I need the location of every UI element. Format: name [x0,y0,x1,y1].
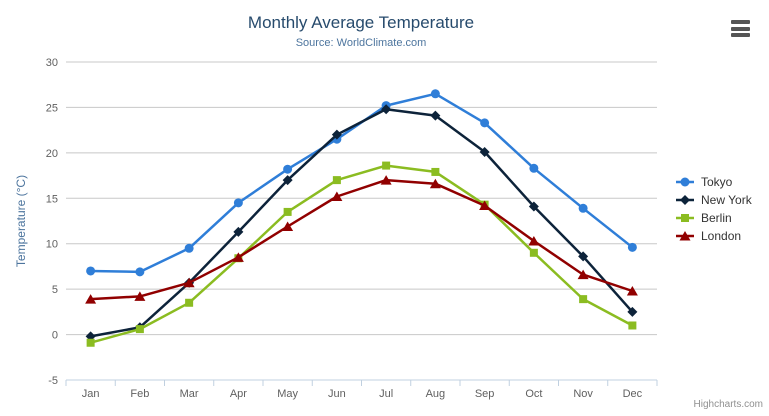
point-tokyo-dec[interactable] [627,242,637,252]
y-axis-tick-label: 5 [52,284,58,296]
series-line-london[interactable] [89,178,634,301]
legend-item-tokyo[interactable]: Tokyo [676,175,752,189]
legend-circle-icon [676,177,694,187]
point-tokyo-aug[interactable] [430,89,440,99]
series-line-tokyo[interactable] [89,92,634,274]
point-london-may[interactable] [282,221,294,231]
y-axis-tick-label: 15 [46,193,58,205]
series-line-berlin[interactable] [89,164,634,344]
point-london-apr[interactable] [232,252,244,262]
hamburger-bar [731,33,750,37]
y-axis-tick-label: 10 [46,239,58,251]
point-berlin-mar[interactable] [185,298,194,307]
legend-item-london[interactable]: London [676,229,752,243]
point-london-feb[interactable] [134,291,146,301]
point-berlin-jan[interactable] [86,338,95,347]
point-london-dec[interactable] [626,285,638,296]
legend-diamond-icon [676,195,694,205]
legend-label: New York [701,193,752,207]
point-berlin-may[interactable] [283,207,292,216]
hamburger-bar [731,26,750,31]
point-berlin-feb[interactable] [135,325,144,334]
legend: Tokyo New York Berlin London [676,175,752,243]
point-london-jun[interactable] [331,191,343,201]
x-axis-tick-label: Oct [525,388,542,400]
legend-triangle-icon [676,231,694,241]
point-new-york-oct[interactable] [528,201,539,212]
legend-label: Berlin [701,211,732,225]
point-berlin-jul[interactable] [382,161,391,170]
export-menu-button[interactable] [731,20,750,37]
legend-symbol-marker [680,177,690,187]
chart-title: Monthly Average Temperature [247,13,475,32]
point-berlin-nov[interactable] [579,295,588,304]
point-new-york-jul[interactable] [381,104,392,115]
legend-label: Tokyo [701,175,733,189]
point-london-jan[interactable] [85,294,97,304]
point-tokyo-sep[interactable] [480,118,490,128]
x-axis-tick-label: Feb [130,388,149,400]
point-london-oct[interactable] [528,235,540,246]
point-tokyo-jan[interactable] [86,266,96,276]
highcharts-credit-link[interactable]: Highcharts.com [693,399,763,410]
point-new-york-may[interactable] [282,175,293,186]
x-axis-tick-label: May [277,388,298,400]
y-axis-title: Temperature (°C) [14,175,28,267]
point-berlin-aug[interactable] [431,167,440,176]
point-new-york-dec[interactable] [627,306,638,317]
y-axis-tick-label: 0 [52,330,58,342]
legend-label: London [701,229,742,243]
point-london-nov[interactable] [577,269,589,280]
chart-subtitle: Source: WorldClimate.com [295,37,427,49]
series-line-new-york[interactable] [89,107,634,338]
x-axis-tick-label: Nov [573,388,593,400]
point-london-aug[interactable] [429,178,441,189]
point-tokyo-may[interactable] [283,164,293,174]
hamburger-icon [731,20,750,24]
point-london-jul[interactable] [380,175,392,185]
x-axis-tick-label: Mar [180,388,199,400]
point-new-york-nov[interactable] [578,251,589,262]
point-new-york-jun[interactable] [331,129,342,140]
point-tokyo-oct[interactable] [529,163,539,173]
legend-square-icon [676,214,694,222]
y-axis-tick-label: 25 [46,102,58,114]
x-axis-tick-label: Dec [623,388,643,400]
point-berlin-jun[interactable] [332,176,341,185]
point-berlin-oct[interactable] [529,248,538,257]
y-axis-tick-label: 20 [46,148,58,160]
point-tokyo-apr[interactable] [233,198,243,208]
legend-symbol-marker [680,195,690,205]
x-axis-tick-label: Aug [426,388,446,400]
legend-item-berlin[interactable]: Berlin [676,211,752,225]
legend-symbol-marker [681,214,689,222]
x-axis-tick-label: Jul [379,388,393,400]
y-axis-tick-label: -5 [48,375,58,387]
x-axis-tick-label: Jan [82,388,100,400]
point-berlin-dec[interactable] [628,321,637,330]
point-tokyo-mar[interactable] [184,243,194,253]
point-new-york-aug[interactable] [430,110,441,121]
x-axis-tick-label: Sep [475,388,495,400]
point-london-mar[interactable] [183,277,195,288]
point-tokyo-nov[interactable] [578,203,588,213]
legend-symbol-marker [679,231,691,241]
x-axis-tick-label: Jun [328,388,346,400]
point-new-york-sep[interactable] [479,146,490,157]
x-axis-tick-label: Apr [230,388,247,400]
point-new-york-apr[interactable] [233,226,244,237]
point-tokyo-feb[interactable] [135,267,145,277]
y-axis-tick-label: 30 [46,57,58,69]
point-london-sep[interactable] [479,200,491,211]
legend-item-new-york[interactable]: New York [676,193,752,207]
